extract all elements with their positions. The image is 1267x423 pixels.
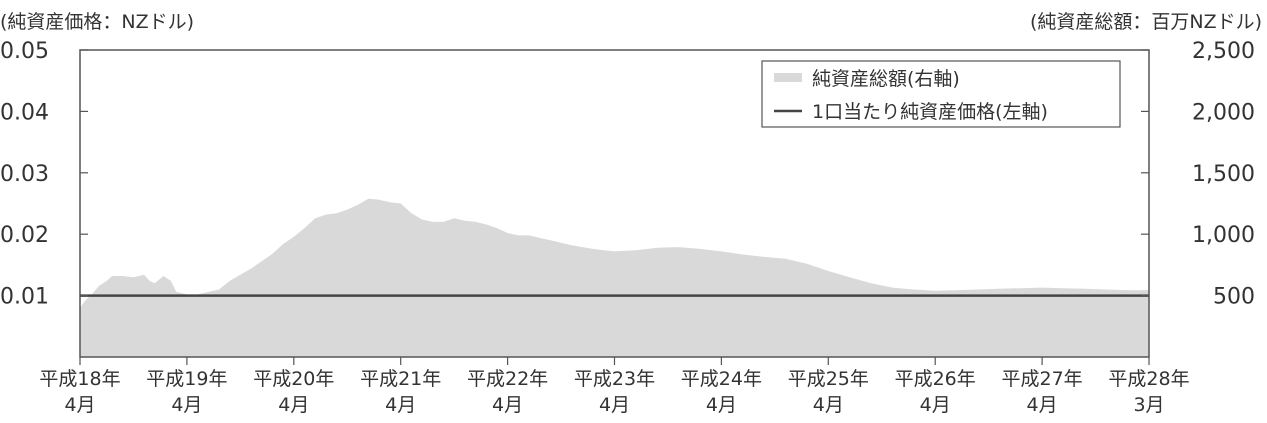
x-tick-label-year: 平成28年 (1108, 368, 1189, 390)
x-tick-label-month: 4月 (278, 394, 309, 416)
legend-swatch-area (774, 73, 802, 82)
legend-box (761, 60, 1121, 128)
legend-label-unit-price: 1口当たり純資産価格(左軸) (812, 101, 1048, 123)
x-tick-label-year: 平成24年 (681, 368, 762, 390)
x-tick-label-year: 平成25年 (788, 368, 869, 390)
right-tick-label: 1,500 (1192, 162, 1255, 187)
left-tick-label: 0.04 (0, 100, 49, 125)
left-tick-label: 0.03 (0, 162, 49, 187)
x-tick-label-month: 4月 (1027, 394, 1058, 416)
area-series-total-net-assets (80, 198, 1149, 357)
area-series-layer (80, 198, 1149, 357)
left-tick-label: 0.02 (0, 223, 49, 248)
x-tick-label-month: 4月 (706, 394, 737, 416)
x-tick-label-month: 4月 (385, 394, 416, 416)
right-tick-label: 500 (1213, 285, 1255, 310)
x-tick-label-month: 4月 (492, 394, 523, 416)
x-axis: 平成18年 4月 平成19年 4月 平成20年 4月 平成21年 4月 平成22年 4月 平成23年… (39, 357, 1190, 416)
x-tick-label-month: 4月 (920, 394, 951, 416)
x-tick-label-month: 4月 (599, 394, 630, 416)
x-tick-label-month: 4月 (813, 394, 844, 416)
x-tick-label-year: 平成19年 (146, 368, 227, 390)
left-tick-label: 0.01 (0, 285, 49, 310)
right-axis-title: (純資産総額：百万NZドル) (1030, 11, 1262, 33)
x-tick-label-year: 平成27年 (1002, 368, 1083, 390)
x-tick-label-month: 4月 (171, 394, 202, 416)
x-tick-label-year: 平成23年 (574, 368, 655, 390)
legend: 純資産総額(右軸) 1口当たり純資産価格(左軸) (761, 60, 1121, 128)
x-tick-label-month: 4月 (64, 394, 95, 416)
x-tick-label-year: 平成18年 (39, 368, 120, 390)
x-tick-label-year: 平成26年 (895, 368, 976, 390)
x-tick-label-year: 平成22年 (467, 368, 548, 390)
left-tick-label: 0.05 (0, 39, 49, 64)
x-tick-label-year: 平成21年 (360, 368, 441, 390)
right-tick-label: 1,000 (1192, 223, 1255, 248)
left-axis: 0.01 0.02 0.03 0.04 0.05 (0, 39, 88, 310)
right-tick-label: 2,000 (1192, 100, 1255, 125)
left-axis-title: (純資産価格：NZドル) (0, 11, 194, 33)
legend-label-total-assets: 純資産総額(右軸) (812, 68, 960, 90)
x-tick-label-month: 3月 (1133, 394, 1164, 416)
right-axis: 500 1,000 1,500 2,000 2,500 (1141, 39, 1255, 310)
right-tick-label: 2,500 (1192, 39, 1255, 64)
x-tick-label-year: 平成20年 (253, 368, 334, 390)
